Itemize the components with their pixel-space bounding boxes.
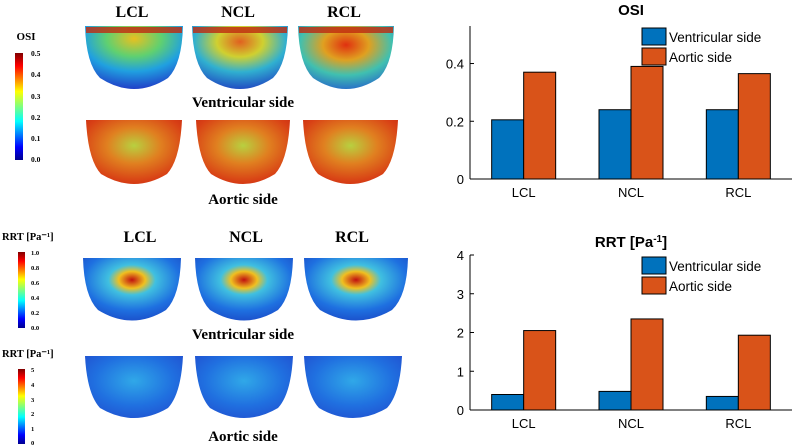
rrt-aortic-colorbar-tick: 4	[31, 382, 35, 389]
rrt-chart-title-superscript: -1	[653, 234, 662, 245]
osi-bar-ventricular-lcl	[491, 119, 525, 180]
rrt-y-tick-label: 0	[457, 403, 464, 418]
osi-colorbar-tick: 0.0	[31, 155, 41, 164]
osi-colorbar-tick: 0.5	[31, 49, 41, 58]
osi-ventricular-map-rcl	[298, 26, 394, 89]
rrt-aortic-colorbar-tick: 1	[31, 426, 34, 433]
rrt-y-tick-label: 3	[457, 287, 464, 302]
rrt-aortic-map-rcl	[304, 356, 402, 418]
rrt-legend-swatch-ventricular	[641, 256, 667, 275]
osi-bar-aortic-lcl	[523, 71, 557, 180]
rrt-ventricular-colorbar-tick: 1.0	[31, 250, 39, 257]
rrt-ventricular-map-rcl	[304, 258, 408, 321]
rrt-aortic-colorbar-title: RRT [Pa⁻¹]	[2, 349, 54, 360]
osi-x-tick-label: RCL	[725, 185, 751, 200]
osi-y-tick-label: 0	[457, 172, 464, 187]
rrt-x-tick-label: LCL	[512, 416, 536, 431]
rrt-legend-label: Ventricular side	[669, 259, 761, 274]
rrt-legend-label: Aortic side	[669, 279, 732, 294]
osi-x-tick-label: NCL	[618, 185, 644, 200]
osi-ventricular-rim	[299, 27, 393, 33]
rrt-aortic-colorbar-tick: 2	[31, 411, 34, 418]
osi-colorbar-tick: 0.4	[31, 70, 41, 79]
osi-aortic-map-lcl	[86, 120, 182, 184]
rrt-y-tick-label: 2	[457, 326, 464, 341]
rrt-ventricular-map-lcl	[83, 258, 181, 321]
osi-chart-title: OSI	[618, 2, 644, 19]
osi-aortic-map-rcl	[303, 120, 398, 184]
rrt-y-tick-label: 1	[457, 364, 464, 379]
rrt-chart-title: RRT [Pa-1]	[595, 234, 667, 252]
rrt-ventricular-map-ncl	[195, 258, 293, 321]
rrt-aortic-map-lcl	[85, 356, 183, 418]
osi-column-label: LCL	[116, 4, 149, 21]
rrt-row-label-aortic: Aortic side	[208, 429, 278, 445]
rrt-ventricular-colorbar-tick: 0.2	[31, 310, 39, 317]
osi-column-label: NCL	[221, 4, 255, 21]
rrt-row-label-ventricular: Ventricular side	[192, 327, 294, 343]
rrt-aortic-colorbar-tick: 0	[31, 440, 34, 447]
osi-y-tick-label: 0.2	[446, 114, 464, 129]
osi-ventricular-rim	[86, 27, 182, 33]
osi-aortic-map-ncl	[196, 120, 290, 184]
osi-ventricular-rim	[193, 27, 287, 33]
osi-bar-aortic-ncl	[630, 65, 664, 180]
rrt-ventricular-colorbar-tick: 0.4	[31, 295, 40, 302]
osi-colorbar-tick: 0.1	[31, 134, 41, 143]
osi-ventricular-map-lcl	[85, 26, 183, 89]
rrt-x-tick-label: RCL	[725, 416, 751, 431]
osi-legend-label: Ventricular side	[669, 30, 761, 45]
osi-bar-ventricular-rcl	[705, 109, 739, 180]
rrt-bar-ventricular-ncl	[598, 390, 632, 411]
osi-colorbar-tick: 0.2	[31, 113, 41, 122]
rrt-bar-aortic-lcl	[523, 330, 557, 411]
rrt-column-label: RCL	[335, 229, 369, 246]
osi-row-label-aortic: Aortic side	[208, 192, 278, 208]
osi-bar-chart: OSI 0 0.2 0.4 LCL NCL RCL Ventricular side Aorti…	[446, 2, 792, 200]
rrt-x-tick-label: NCL	[618, 416, 644, 431]
rrt-bar-chart: RRT [Pa-1] 0 1 2 3 4 LCL NCL RCL Ventricular side…	[457, 234, 792, 431]
osi-y-tick-label: 0.4	[446, 57, 464, 72]
rrt-column-label: NCL	[229, 229, 263, 246]
rrt-bar-ventricular-rcl	[705, 395, 739, 411]
rrt-ventricular-colorbar-tick: 0.6	[31, 280, 40, 287]
rrt-aortic-map-ncl	[195, 356, 293, 418]
osi-bar-aortic-rcl	[737, 73, 771, 180]
rrt-bar-aortic-ncl	[630, 318, 664, 411]
rrt-ventricular-colorbar: RRT [Pa⁻¹] 1.0 0.8 0.6 0.4 0.2 0.0	[2, 232, 54, 332]
rrt-column-label: LCL	[124, 229, 157, 246]
rrt-ventricular-colorbar-title: RRT [Pa⁻¹]	[2, 232, 54, 243]
osi-x-tick-label: LCL	[512, 185, 536, 200]
rrt-aortic-colorbar-tick: 3	[31, 397, 35, 404]
rrt-aortic-colorbar-tick: 5	[31, 367, 35, 374]
rrt-aortic-colorbar-gradient	[18, 369, 25, 444]
osi-row-label-ventricular: Ventricular side	[192, 95, 294, 111]
osi-bar-ventricular-ncl	[598, 109, 632, 180]
rrt-legend-swatch-aortic	[641, 276, 667, 295]
osi-colorbar: OSI 0.5 0.4 0.3 0.2 0.1 0.0	[15, 31, 41, 164]
rrt-chart-title-close: ]	[662, 234, 667, 251]
osi-legend-swatch-ventricular	[641, 27, 667, 46]
rrt-ventricular-colorbar-tick: 0.8	[31, 265, 40, 272]
rrt-aortic-colorbar: RRT [Pa⁻¹] 5 4 3 2 1 0	[2, 349, 54, 447]
osi-colorbar-tick: 0.3	[31, 92, 41, 101]
osi-legend-swatch-aortic	[641, 47, 667, 66]
osi-colorbar-gradient	[15, 53, 23, 160]
osi-colorbar-title: OSI	[17, 31, 36, 43]
osi-column-label: RCL	[327, 4, 361, 21]
osi-legend-label: Aortic side	[669, 50, 732, 65]
rrt-bar-aortic-rcl	[737, 334, 771, 411]
rrt-ventricular-colorbar-tick: 0.0	[31, 325, 39, 332]
rrt-bar-ventricular-lcl	[491, 394, 525, 411]
rrt-ventricular-colorbar-gradient	[18, 252, 25, 328]
osi-ventricular-map-ncl	[192, 26, 288, 89]
rrt-y-tick-label: 4	[457, 248, 464, 263]
